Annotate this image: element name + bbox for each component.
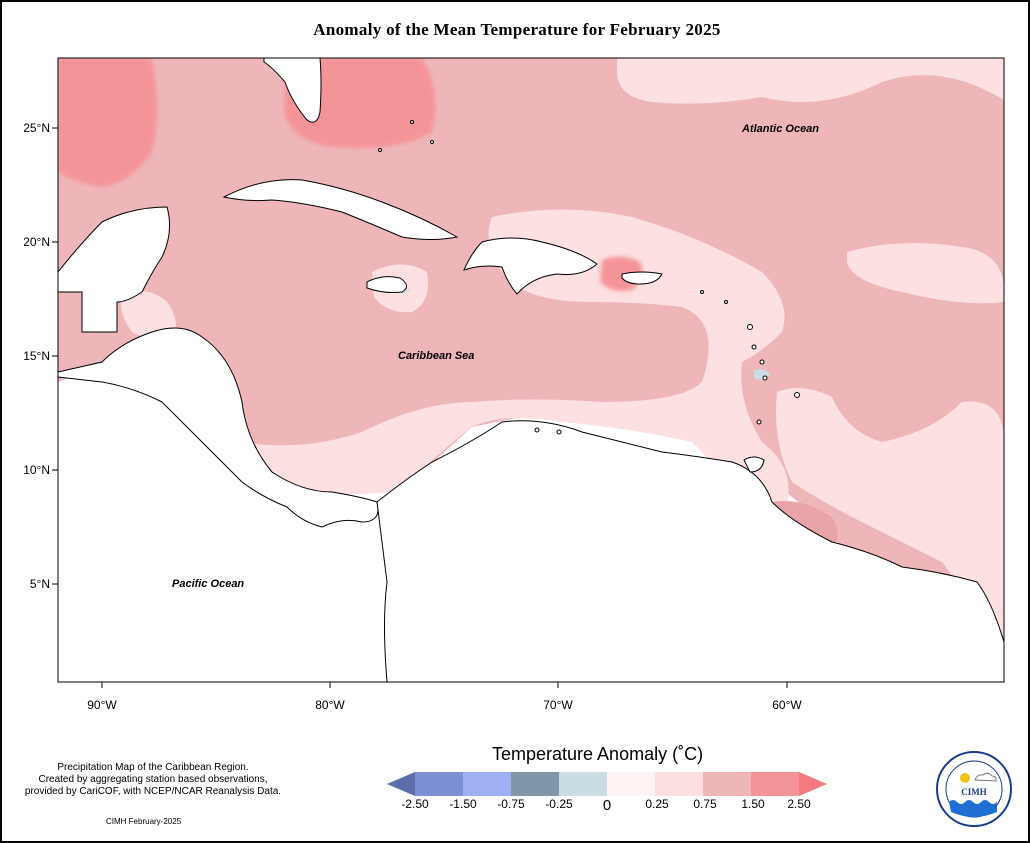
lon-tick-80w: 80°W <box>315 698 345 712</box>
band-150-250-bahamas <box>284 58 436 148</box>
colorbar-bin-2 <box>463 772 511 796</box>
colorbar-ticks: -2.50 -1.50 -0.75 -0.25 0 0.25 0.75 1.50… <box>401 797 811 814</box>
island-bahamas-2 <box>410 120 414 124</box>
band-150-250-gulf <box>58 58 157 187</box>
lon-axis: 90°W 80°W 70°W 60°W <box>87 682 802 712</box>
band-075-150 <box>58 58 1004 682</box>
land-trinidad <box>743 456 765 473</box>
source-note-line-1: Precipitation Map of the Caribbean Regio… <box>57 762 249 773</box>
colorbar <box>387 772 827 796</box>
source-note-line-2: Created by aggregating station based obs… <box>38 774 268 785</box>
land-jamaica <box>366 276 407 293</box>
colorbar-tick-6: 0.25 <box>645 797 669 811</box>
cimh-logo: CIMH <box>936 751 1012 827</box>
lat-axis: 25°N 20°N 15°N 10°N 5°N <box>23 121 58 591</box>
lon-tick-90w: 90°W <box>87 698 117 712</box>
island-aruba <box>534 427 540 433</box>
colorbar-tick-1: -2.50 <box>401 797 429 811</box>
label-atlantic-ocean: Atlantic Ocean <box>741 123 819 135</box>
land-yucatan <box>58 206 171 333</box>
lon-tick-70w: 70°W <box>543 698 573 712</box>
label-pacific-ocean: Pacific Ocean <box>172 578 244 590</box>
sun-icon <box>960 773 970 783</box>
colorbar-bin-4 <box>559 772 607 796</box>
colorbar-bin-8 <box>751 772 799 796</box>
land-cuba <box>222 179 459 240</box>
colorbar-tick-5: 0 <box>603 797 611 814</box>
source-note: Precipitation Map of the Caribbean Regio… <box>8 762 298 798</box>
land-central-america <box>58 327 379 528</box>
lat-tick-20: 20°N <box>23 235 50 249</box>
island-dominica <box>751 344 757 350</box>
colorbar-tick-7: 0.75 <box>693 797 717 811</box>
island-grenada <box>756 419 762 425</box>
land-hispaniola <box>463 237 598 295</box>
band-025-075-southeast <box>776 388 1004 652</box>
colorbar-tick-2: -1.50 <box>449 797 477 811</box>
colorbar-tick-9: 2.50 <box>787 797 811 811</box>
island-bahamas-1 <box>430 140 434 144</box>
colorbar-tick-8: 1.50 <box>741 797 765 811</box>
lat-tick-10: 10°N <box>23 463 50 477</box>
island-st-lucia <box>762 375 768 381</box>
source-note-line-3: provided by CariCOF, with NCEP/NCAR Rean… <box>24 786 282 797</box>
lat-tick-25: 25°N <box>23 121 50 135</box>
colorbar-bin-1 <box>415 772 463 796</box>
land-masses <box>58 58 1004 682</box>
land-florida <box>263 58 322 123</box>
legend-title: Temperature Anomaly (˚C) <box>492 744 704 764</box>
lat-tick-5: 5°N <box>30 577 50 591</box>
band-025-075-east <box>847 243 1004 304</box>
island-martinique <box>759 359 765 365</box>
lon-tick-60w: 60°W <box>772 698 802 712</box>
label-caribbean-sea: Caribbean Sea <box>398 350 474 362</box>
band-025-075-caribbean <box>242 209 789 522</box>
map-frame <box>57 57 1005 683</box>
colorbar-arrow-low <box>387 772 415 796</box>
colorbar-bin-6 <box>655 772 703 796</box>
colorbar-bin-5 <box>607 772 655 796</box>
island-curacao <box>556 429 562 435</box>
land-south-america <box>376 420 1004 682</box>
colorbar-tick-4: -0.25 <box>545 797 573 811</box>
anomaly-field <box>58 58 1004 682</box>
island-barbados <box>794 392 800 398</box>
place-labels: Atlantic Ocean Caribbean Sea Pacific Oce… <box>172 123 819 590</box>
colorbar-bin-3 <box>511 772 559 796</box>
land-puerto-rico <box>621 271 663 285</box>
island-antigua <box>724 300 728 304</box>
island-bahamas-3 <box>378 148 382 152</box>
logo-text: CIMH <box>961 787 987 797</box>
credit-line: CIMH February-2025 <box>106 817 182 826</box>
cloud-icon <box>974 772 997 782</box>
colorbar-arrow-high <box>799 772 827 796</box>
colorbar-bin-7 <box>703 772 751 796</box>
lat-tick-15: 15°N <box>23 349 50 363</box>
island-st-kitts <box>700 290 704 294</box>
wave-icon <box>949 800 997 817</box>
island-arc <box>378 120 800 435</box>
band-025-075-north <box>617 58 1004 104</box>
map-title: Anomaly of the Mean Temperature for Febr… <box>313 20 721 39</box>
island-guadeloupe <box>747 324 753 330</box>
colorbar-tick-3: -0.75 <box>497 797 525 811</box>
